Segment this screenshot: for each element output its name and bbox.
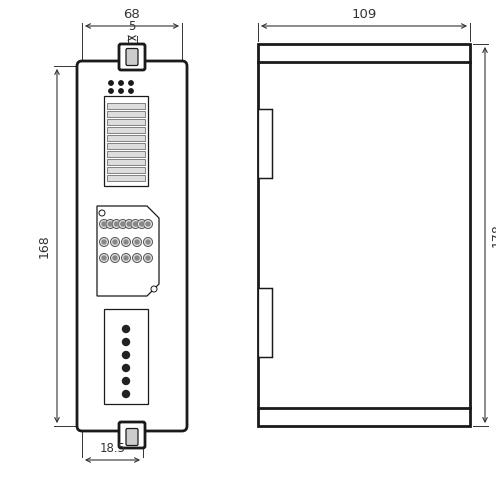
Circle shape <box>111 254 120 262</box>
Circle shape <box>143 238 152 246</box>
Circle shape <box>137 220 146 228</box>
Circle shape <box>102 240 106 244</box>
Bar <box>104 96 148 186</box>
FancyBboxPatch shape <box>126 48 138 65</box>
Circle shape <box>123 351 129 359</box>
Circle shape <box>132 238 141 246</box>
Circle shape <box>119 81 123 85</box>
Circle shape <box>127 222 131 226</box>
Circle shape <box>132 254 141 262</box>
Circle shape <box>113 256 117 260</box>
Circle shape <box>135 240 139 244</box>
Circle shape <box>143 254 152 262</box>
Circle shape <box>133 222 137 226</box>
Bar <box>258 288 272 357</box>
Circle shape <box>113 240 117 244</box>
Bar <box>107 111 145 117</box>
Text: 178: 178 <box>491 223 496 247</box>
Bar <box>107 135 145 141</box>
Circle shape <box>102 256 106 260</box>
Circle shape <box>140 222 144 226</box>
FancyBboxPatch shape <box>119 422 145 448</box>
Bar <box>122 425 142 430</box>
Circle shape <box>146 222 150 226</box>
Bar <box>107 143 145 149</box>
Circle shape <box>123 391 129 397</box>
Circle shape <box>123 326 129 333</box>
Circle shape <box>129 81 133 85</box>
Circle shape <box>123 364 129 372</box>
Bar <box>107 167 145 173</box>
Bar <box>107 119 145 125</box>
Bar <box>104 309 148 404</box>
Text: 168: 168 <box>38 234 51 258</box>
Text: 68: 68 <box>124 8 140 21</box>
Circle shape <box>135 256 139 260</box>
Circle shape <box>146 240 150 244</box>
Circle shape <box>123 378 129 384</box>
Bar <box>107 175 145 181</box>
Circle shape <box>119 89 123 93</box>
FancyBboxPatch shape <box>126 428 138 445</box>
Text: 109: 109 <box>351 8 376 21</box>
Bar <box>107 151 145 157</box>
Circle shape <box>123 338 129 346</box>
Circle shape <box>124 240 128 244</box>
Bar <box>107 159 145 165</box>
Circle shape <box>100 238 109 246</box>
Circle shape <box>109 89 113 93</box>
Circle shape <box>124 220 133 228</box>
Circle shape <box>111 238 120 246</box>
Circle shape <box>109 81 113 85</box>
Circle shape <box>100 220 109 228</box>
Circle shape <box>100 254 109 262</box>
Circle shape <box>146 256 150 260</box>
FancyBboxPatch shape <box>77 61 187 431</box>
Bar <box>107 127 145 133</box>
Bar <box>107 103 145 109</box>
Circle shape <box>102 222 106 226</box>
Polygon shape <box>97 206 159 296</box>
Circle shape <box>151 286 157 292</box>
Circle shape <box>122 238 130 246</box>
Circle shape <box>106 220 115 228</box>
Bar <box>258 44 470 426</box>
Circle shape <box>121 222 125 226</box>
Circle shape <box>131 220 140 228</box>
Bar <box>258 109 272 178</box>
Circle shape <box>119 220 127 228</box>
Circle shape <box>112 220 121 228</box>
Text: 5: 5 <box>128 20 136 33</box>
Circle shape <box>129 89 133 93</box>
Circle shape <box>122 254 130 262</box>
Circle shape <box>143 220 152 228</box>
FancyBboxPatch shape <box>119 44 145 70</box>
Circle shape <box>115 222 119 226</box>
Bar <box>122 62 142 67</box>
Circle shape <box>124 256 128 260</box>
Text: 18.5: 18.5 <box>100 442 125 455</box>
Circle shape <box>108 222 112 226</box>
Circle shape <box>99 210 105 216</box>
